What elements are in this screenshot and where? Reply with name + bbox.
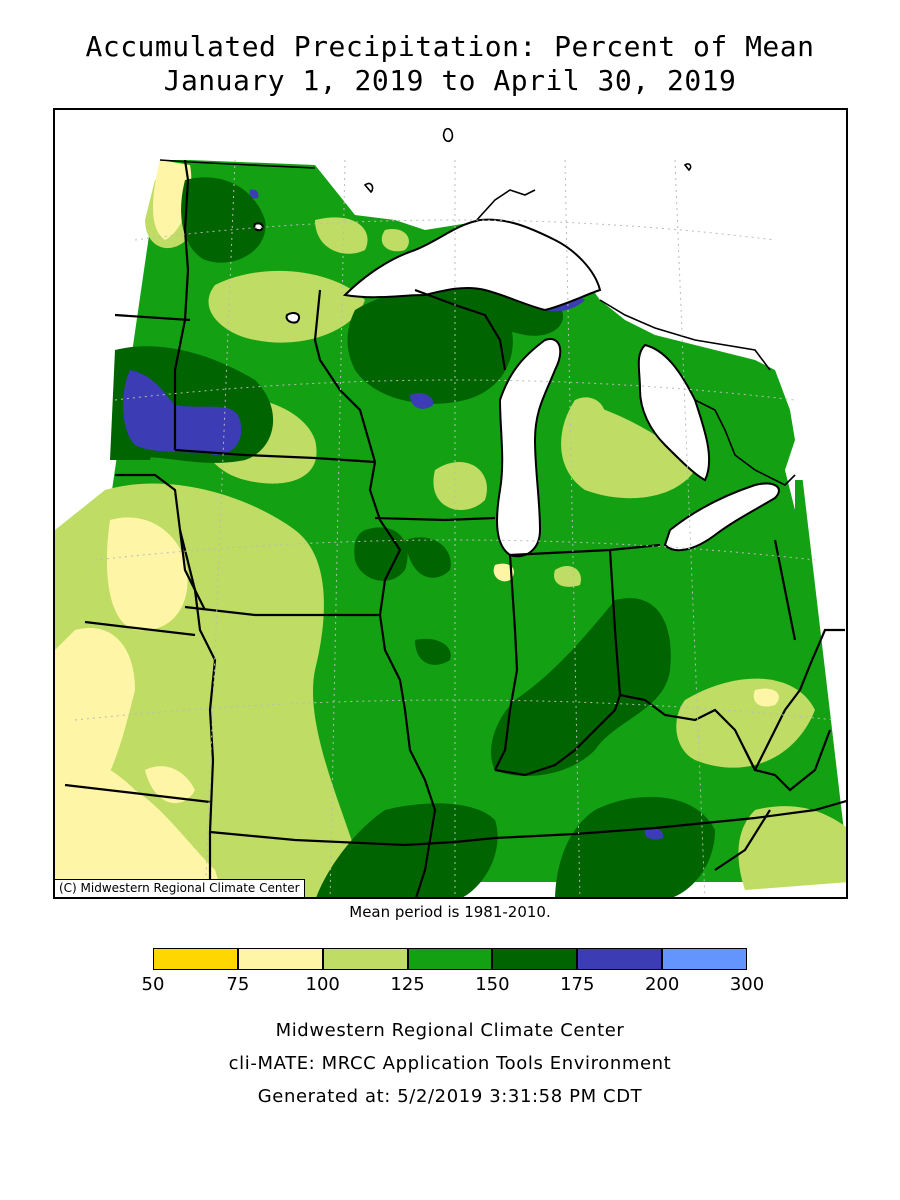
legend-swatch-175-200: [577, 948, 663, 970]
legend-tick-100: 100: [305, 974, 340, 995]
lake-small-2: [253, 222, 264, 232]
coastlines: [159, 127, 796, 486]
map-subtitle-date-range: January 1, 2019 to April 30, 2019: [163, 64, 737, 97]
precipitation-map: (C) Midwestern Regional Climate Center: [53, 108, 848, 899]
legend-tick-175: 175: [560, 974, 595, 995]
canada-and-outside-areas: [160, 110, 846, 510]
legend-swatch-50-75: [153, 948, 238, 970]
mean-period-note: Mean period is 1981-2010.: [349, 903, 551, 921]
great-lakes: [253, 218, 780, 558]
legend-tick-125: 125: [390, 974, 425, 995]
color-legend: [153, 948, 747, 970]
legend-swatch-125-150: [407, 948, 493, 970]
lake-small-1: [285, 312, 301, 324]
map-canvas: [55, 110, 846, 897]
lake-superior: [342, 218, 602, 312]
footer-organization: Midwestern Regional Climate Center: [275, 1020, 625, 1041]
copyright-label: (C) Midwestern Regional Climate Center: [55, 879, 305, 897]
legend-swatch-150-175: [492, 948, 578, 970]
legend-swatch-75-100: [237, 948, 323, 970]
footer-generated-timestamp: Generated at: 5/2/2019 3:31:58 PM CDT: [257, 1086, 643, 1107]
lat-lon-grid: [74, 159, 836, 897]
lake-huron: [637, 343, 711, 482]
map-title: Accumulated Precipitation: Percent of Me…: [85, 30, 815, 63]
legend-tick-150: 150: [475, 974, 510, 995]
legend-tick-75: 75: [226, 974, 250, 995]
legend-tick-200: 200: [644, 974, 680, 995]
footer-tool-name: cli-MATE: MRCC Application Tools Environ…: [228, 1053, 672, 1074]
lake-erie: [663, 482, 780, 552]
legend-tick-300: 300: [729, 974, 765, 995]
lake-michigan: [496, 338, 562, 558]
region-150-175: [110, 177, 715, 897]
legend-swatch-200-300: [662, 948, 747, 970]
legend-swatch-100-125: [322, 948, 408, 970]
state-borders: [64, 159, 846, 897]
legend-tick-50: 50: [141, 974, 165, 995]
